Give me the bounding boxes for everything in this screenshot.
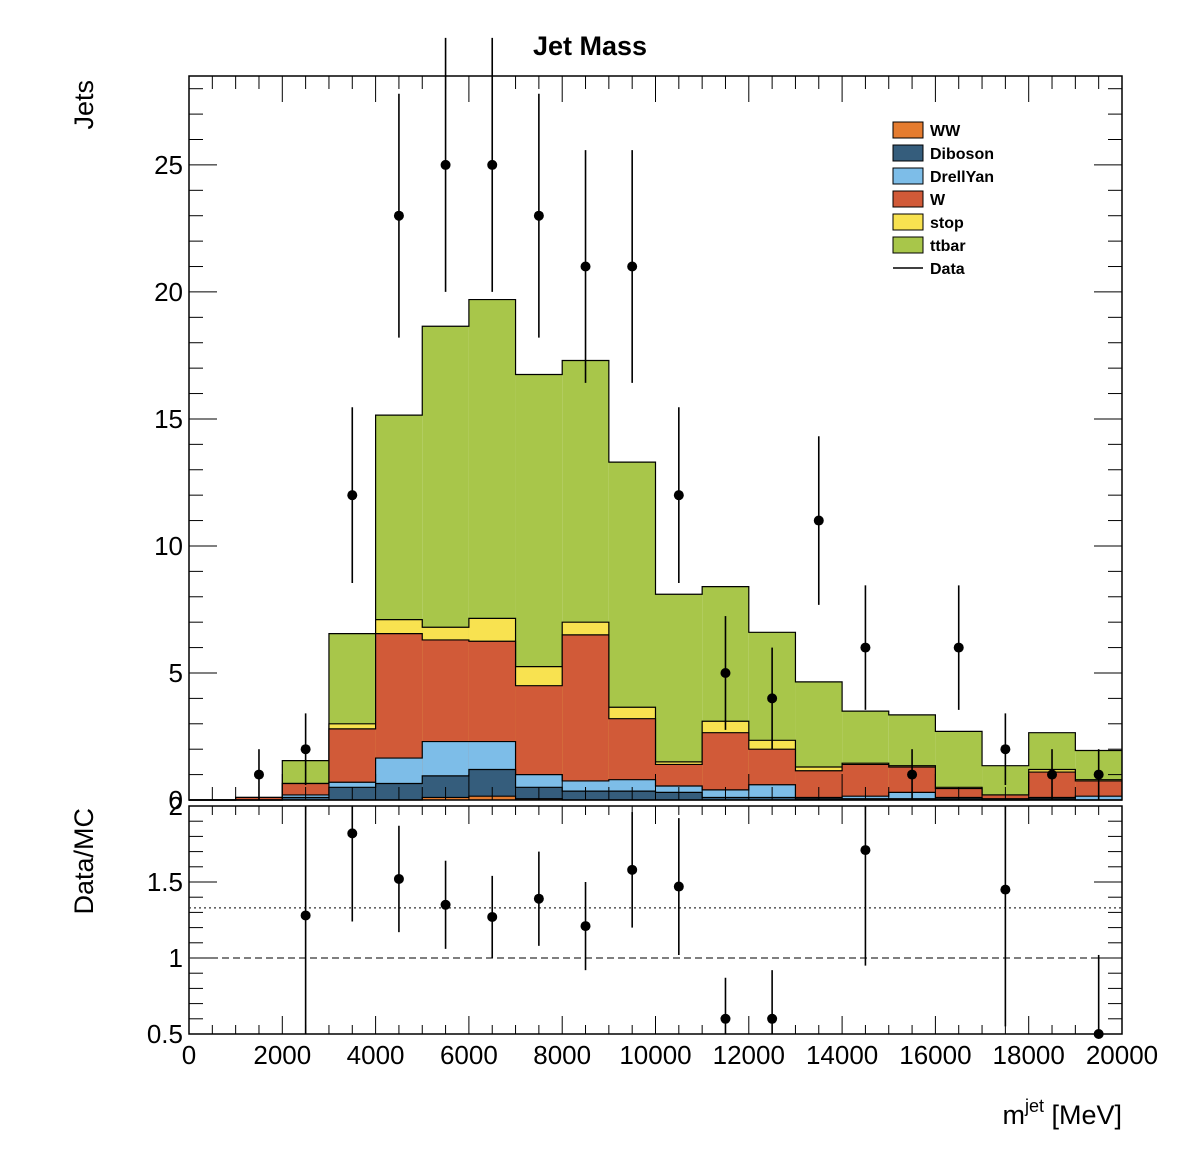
ratio-point xyxy=(347,828,358,839)
x-tick-label: 4000 xyxy=(347,1040,405,1070)
x-tick-label: 6000 xyxy=(440,1040,498,1070)
data-point xyxy=(907,769,918,780)
ratio-point xyxy=(720,1013,731,1024)
legend-label: WW xyxy=(930,123,961,140)
ratio-y-tick-label: 0.5 xyxy=(147,1019,183,1049)
legend-swatch xyxy=(892,167,924,185)
data-points xyxy=(253,37,1104,800)
x-axis-label: mjet [MeV] xyxy=(1002,1096,1122,1130)
data-point xyxy=(1000,744,1011,755)
data-point xyxy=(253,769,264,780)
ratio-point xyxy=(393,873,404,884)
x-tick-label: 14000 xyxy=(806,1040,878,1070)
ratio-plot-area: 0.5 1 1.5 2 0 2000 4000 6000 8000 10000 12000 14000… xyxy=(147,791,1158,1070)
legend-entry-ttbar: ttbar xyxy=(892,236,966,255)
data-point xyxy=(1093,769,1104,780)
y-axis-label-jets: Jets xyxy=(69,80,99,130)
x-axis-label-superscript: jet xyxy=(1024,1096,1044,1116)
legend-label: Data xyxy=(930,261,965,278)
legend-swatch xyxy=(892,121,924,139)
data-point xyxy=(533,210,544,221)
legend-swatch xyxy=(892,213,924,231)
main-plot-area: 0 5 10 15 20 25 xyxy=(154,37,1123,815)
data-point xyxy=(720,667,731,678)
x-tick-label: 16000 xyxy=(899,1040,971,1070)
ratio-point xyxy=(487,911,498,922)
ratio-points xyxy=(300,806,1104,1039)
legend-entry-diboson: Diboson xyxy=(892,144,994,163)
chart-title: Jet Mass xyxy=(533,31,647,61)
data-point xyxy=(393,210,404,221)
ratio-y-tick-label: 2 xyxy=(169,791,183,821)
x-tick-label: 0 xyxy=(182,1040,196,1070)
ratio-point xyxy=(300,910,311,921)
x-tick-label: 2000 xyxy=(253,1040,311,1070)
x-tick-label: 20000 xyxy=(1086,1040,1158,1070)
legend-label: DrellYan xyxy=(930,169,994,186)
legend-entry-w: W xyxy=(892,190,946,209)
data-point xyxy=(487,159,498,170)
x-tick-label: 12000 xyxy=(713,1040,785,1070)
y-tick-label: 5 xyxy=(169,658,183,688)
data-point xyxy=(580,261,591,272)
y-tick-label: 25 xyxy=(154,150,183,180)
data-point xyxy=(673,490,684,501)
legend-entry-data: Data xyxy=(893,261,965,278)
y-tick-label: 10 xyxy=(154,531,183,561)
legend-swatch xyxy=(892,144,924,162)
ratio-point xyxy=(860,845,871,856)
bar-w xyxy=(562,634,609,800)
legend-swatch xyxy=(892,190,924,208)
y-axis-label-ratio: Data/MC xyxy=(69,808,99,915)
ratio-point xyxy=(1000,884,1011,895)
legend-entry-stop: stop xyxy=(892,213,964,232)
ratio-y-tick-label: 1 xyxy=(169,943,183,973)
y-tick-label: 15 xyxy=(154,404,183,434)
legend-label: stop xyxy=(930,215,964,232)
data-point xyxy=(767,693,778,704)
data-point xyxy=(1047,769,1058,780)
x-axis-label-base: m xyxy=(1002,1100,1025,1130)
y-tick-label: 0 xyxy=(169,785,183,815)
ratio-point xyxy=(627,864,638,875)
legend-swatch xyxy=(892,236,924,254)
legend-label: ttbar xyxy=(930,238,966,255)
outline-ttbar xyxy=(189,298,1122,801)
x-tick-label: 10000 xyxy=(619,1040,691,1070)
data-point xyxy=(300,744,311,755)
legend-label: W xyxy=(930,192,946,209)
x-tick-label: 18000 xyxy=(993,1040,1065,1070)
ratio-y-tick-label: 1.5 xyxy=(147,867,183,897)
legend-label: Diboson xyxy=(930,146,994,163)
data-point xyxy=(440,159,451,170)
ratio-point xyxy=(1093,1029,1104,1039)
data-point xyxy=(860,642,871,653)
data-point xyxy=(347,490,358,501)
ratio-point xyxy=(533,893,544,904)
y-tick-label: 20 xyxy=(154,277,183,307)
data-point xyxy=(627,261,638,272)
data-point xyxy=(813,515,824,526)
ratio-point xyxy=(580,921,591,932)
ratio-point xyxy=(440,899,451,910)
data-point xyxy=(953,642,964,653)
legend-entry-drellyan: DrellYan xyxy=(892,167,994,186)
x-tick-label: 8000 xyxy=(533,1040,591,1070)
legend-entry-ww: WW xyxy=(892,121,961,140)
ratio-point xyxy=(673,881,684,892)
x-axis-label-unit: [MeV] xyxy=(1044,1100,1122,1130)
ratio-point xyxy=(767,1013,778,1024)
